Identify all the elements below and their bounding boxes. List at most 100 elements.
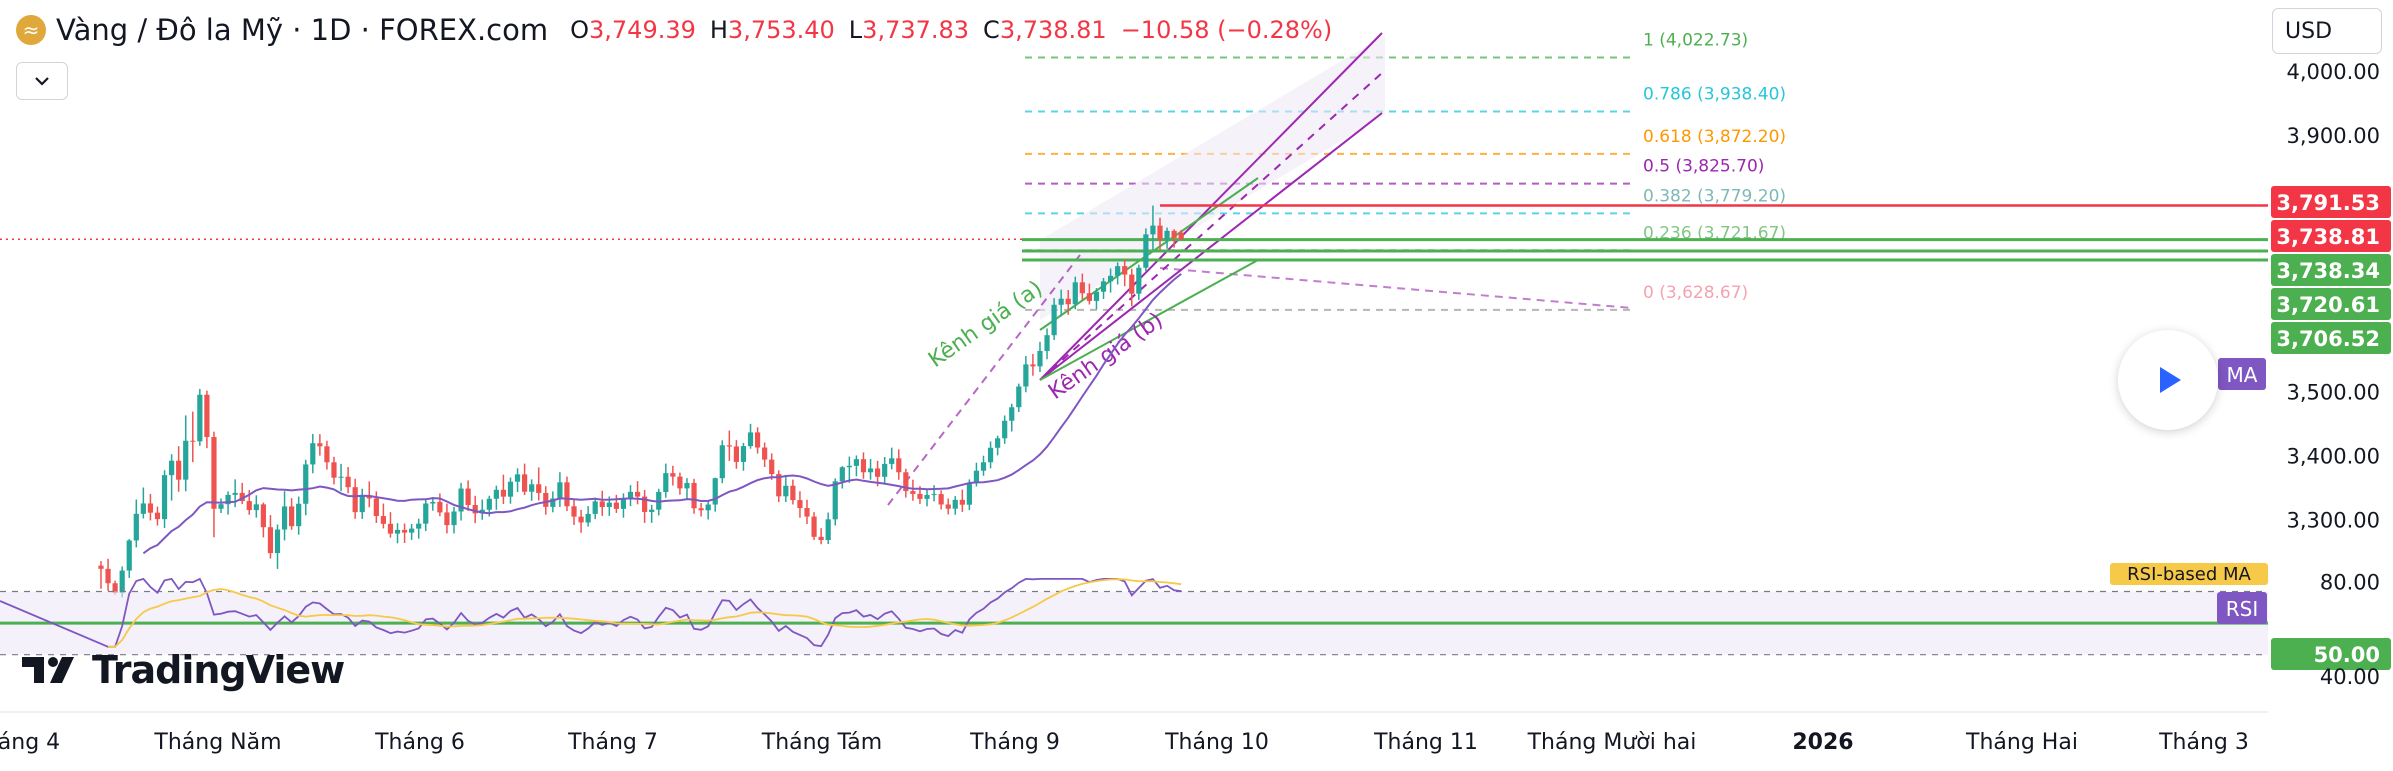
candle-body — [776, 474, 782, 497]
play-button[interactable] — [2118, 330, 2218, 430]
candle-body — [620, 498, 627, 509]
candle-body — [352, 487, 358, 513]
candle-body — [733, 446, 739, 462]
candle-body — [1129, 274, 1135, 294]
candle-body — [140, 503, 146, 514]
candle-body — [1086, 293, 1092, 301]
chevron-down-icon — [35, 77, 49, 86]
candle-body — [973, 470, 980, 484]
channel-a-lower-line — [1039, 112, 1383, 381]
candle-body — [310, 443, 316, 465]
rsi-50-badge — [2271, 638, 2391, 670]
ohlc-low: L3,737.83 — [848, 16, 970, 44]
fib-trend-line — [1159, 267, 1633, 309]
candle-body — [1178, 232, 1184, 240]
candle-body — [218, 504, 224, 509]
horizontal-levels[interactable] — [0, 204, 2268, 262]
candle-body — [437, 501, 443, 513]
rsi-ma-line — [108, 578, 1182, 648]
price-badge — [2271, 220, 2391, 252]
candlestick-series — [98, 205, 1184, 598]
candle-body — [1150, 225, 1156, 235]
candle-body — [867, 468, 874, 473]
candle-body — [585, 513, 591, 523]
candle-body — [246, 501, 252, 511]
price-tick-label: 3,900.00 — [2286, 124, 2380, 148]
time-tick-label: Tháng 9 — [969, 730, 1060, 755]
candle-body — [536, 484, 542, 493]
candle-body — [204, 394, 210, 438]
candle-body — [133, 513, 139, 541]
candle-body — [797, 500, 803, 509]
candle-body — [394, 529, 401, 534]
candle-body — [613, 502, 619, 509]
price-badge — [2271, 322, 2391, 354]
candle-body — [747, 432, 754, 447]
candle-body — [1171, 230, 1177, 238]
candle-body — [1051, 304, 1057, 336]
candle-body — [987, 447, 994, 463]
candle-body — [211, 437, 217, 509]
candle-body — [317, 443, 323, 447]
candle-body — [401, 529, 408, 533]
candle-body — [147, 503, 154, 513]
candle-body — [599, 501, 605, 508]
candle-body — [493, 489, 499, 499]
candle-body — [550, 498, 556, 507]
tradingview-logo: TradingView — [22, 648, 345, 692]
candle-body — [472, 504, 478, 514]
price-tick-label: 3,300.00 — [2286, 508, 2380, 532]
candle-body — [514, 474, 521, 482]
candle-body — [634, 491, 641, 497]
candle-body — [846, 465, 852, 468]
price-badge — [2271, 254, 2391, 286]
channel-b-upper-line — [1039, 177, 1259, 331]
candle-body — [924, 494, 930, 499]
candle-body — [359, 495, 365, 513]
candle-body — [1030, 364, 1036, 367]
rsi-tag — [2217, 592, 2267, 624]
candle-body — [345, 476, 351, 488]
candle-body — [606, 502, 612, 508]
candle-body — [564, 482, 570, 507]
candle-body — [980, 462, 987, 471]
candle-body — [1100, 281, 1107, 292]
time-tick-label: Tháng 7 — [567, 730, 658, 755]
currency-button[interactable]: USD — [2272, 8, 2382, 54]
candle-body — [663, 473, 669, 492]
candle-body — [338, 476, 344, 478]
candle-body — [324, 446, 330, 463]
candle-body — [380, 516, 386, 524]
candle-body — [917, 493, 923, 499]
candle-body — [762, 447, 768, 460]
candle-body — [959, 499, 965, 505]
ohlc-change: −10.58 (−0.28%) — [1120, 16, 1333, 44]
candle-body — [543, 492, 549, 507]
candle-body — [423, 503, 429, 524]
candle-body — [804, 508, 810, 517]
ohlc-open: O3,749.39 — [570, 16, 696, 44]
time-axis[interactable]: háng 4 Tháng Năm Tháng 6 Tháng 7 Tháng Tám Th… — [0, 711, 2268, 755]
candle-body — [296, 503, 302, 527]
candle-body — [938, 494, 944, 505]
candle-body — [670, 473, 676, 477]
price-tick-label: 3,500.00 — [2286, 380, 2380, 404]
channel-a-mid-line — [1039, 72, 1383, 381]
candle-body — [832, 481, 838, 520]
price-badge-label: 3,738.34 — [2276, 259, 2380, 283]
candle-body — [169, 460, 175, 476]
candle-body — [1079, 282, 1085, 294]
price-badge — [2271, 288, 2391, 320]
price-axis[interactable]: 4,000.00 3,900.00 3,500.00 3,400.00 3,300.00… — [2110, 60, 2391, 689]
ohlc-high: H3,753.40 — [709, 16, 835, 44]
ohlc-readout: O3,749.39 H3,753.40 L3,737.83 C3,738.81 … — [570, 16, 1332, 44]
rsi-ma-tag — [2110, 563, 2268, 585]
candle-body — [1143, 234, 1149, 268]
collapse-button[interactable] — [16, 62, 68, 100]
symbol-title[interactable]: Vàng / Đô la Mỹ · 1D · FOREX.com — [56, 13, 549, 47]
candle-body — [1072, 282, 1078, 305]
candle-body — [952, 499, 958, 509]
candle-body — [712, 478, 718, 505]
candle-body — [98, 565, 104, 569]
